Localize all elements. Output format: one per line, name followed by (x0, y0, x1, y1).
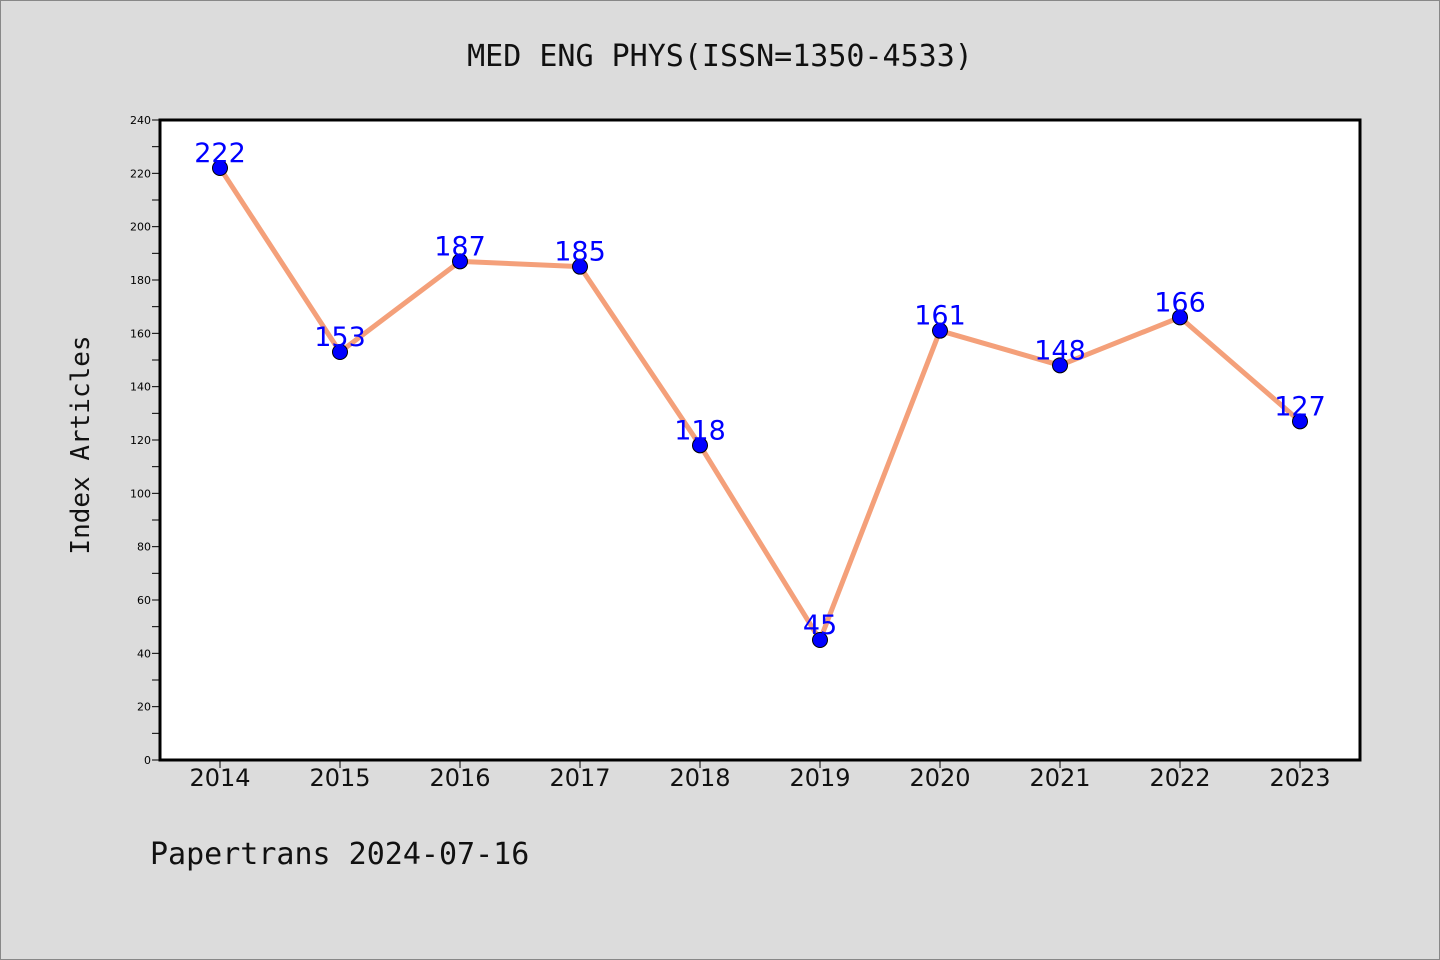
data-label: 222 (194, 138, 246, 169)
data-labels: 222 153 187 185 118 45 161 148 166 127 (194, 138, 1326, 641)
y-tick-label: 20 (137, 701, 151, 714)
data-point (212, 160, 228, 176)
y-tick-label: 160 (130, 327, 151, 340)
chart-title: MED ENG PHYS(ISSN=1350-4533) (467, 39, 973, 74)
data-point (332, 344, 348, 360)
x-tick-label: 2016 (429, 764, 490, 792)
data-label: 127 (1274, 391, 1326, 422)
data-point (812, 632, 828, 648)
data-point (1172, 309, 1188, 326)
x-tick-label: 2022 (1149, 764, 1210, 792)
x-tick-label: 2023 (1269, 764, 1330, 792)
data-label: 161 (914, 301, 966, 332)
y-tick-label: 200 (130, 221, 151, 234)
data-point (1292, 413, 1308, 430)
x-tick-label: 2021 (1029, 764, 1090, 792)
y-axis-label: Index Articles (66, 335, 96, 554)
y-tick-label: 180 (130, 274, 151, 287)
y-axis: 0 20 40 60 80 100 120 140 160 180 200 220 240 (130, 114, 160, 767)
x-tick-label: 2020 (909, 764, 970, 792)
y-tick-label: 100 (130, 487, 151, 500)
data-point (572, 258, 588, 275)
x-tick-label: 2014 (189, 764, 250, 792)
x-axis: 2014 2015 2016 2017 2018 2019 2020 2021 2022 2023 (189, 760, 1331, 792)
y-tick-label: 40 (137, 647, 151, 660)
y-tick-label: 220 (130, 167, 151, 180)
y-tick-label: 60 (137, 594, 151, 607)
data-label: 185 (554, 237, 606, 268)
data-label: 45 (803, 610, 837, 641)
y-tick-label: 140 (130, 381, 151, 394)
x-tick-label: 2019 (789, 764, 850, 792)
data-point (692, 437, 708, 454)
x-tick-label: 2017 (549, 764, 610, 792)
y-tick-label: 120 (130, 434, 151, 447)
y-tick-label: 0 (144, 754, 151, 767)
plot-area (158, 118, 1362, 762)
y-tick-label: 240 (130, 114, 151, 127)
data-label: 166 (1154, 287, 1206, 318)
x-tick-label: 2018 (669, 764, 730, 792)
data-label: 153 (314, 322, 366, 353)
footer-text: Papertrans 2024-07-16 (150, 837, 529, 872)
data-label: 148 (1034, 335, 1086, 366)
data-point (1052, 357, 1068, 374)
data-point (452, 253, 468, 270)
data-point (932, 322, 948, 339)
series-markers (212, 160, 1308, 648)
data-label: 118 (674, 415, 726, 446)
data-label: 187 (434, 231, 486, 262)
series-line (217, 166, 1302, 643)
y-tick-label: 80 (137, 541, 151, 554)
x-tick-label: 2015 (309, 764, 370, 792)
